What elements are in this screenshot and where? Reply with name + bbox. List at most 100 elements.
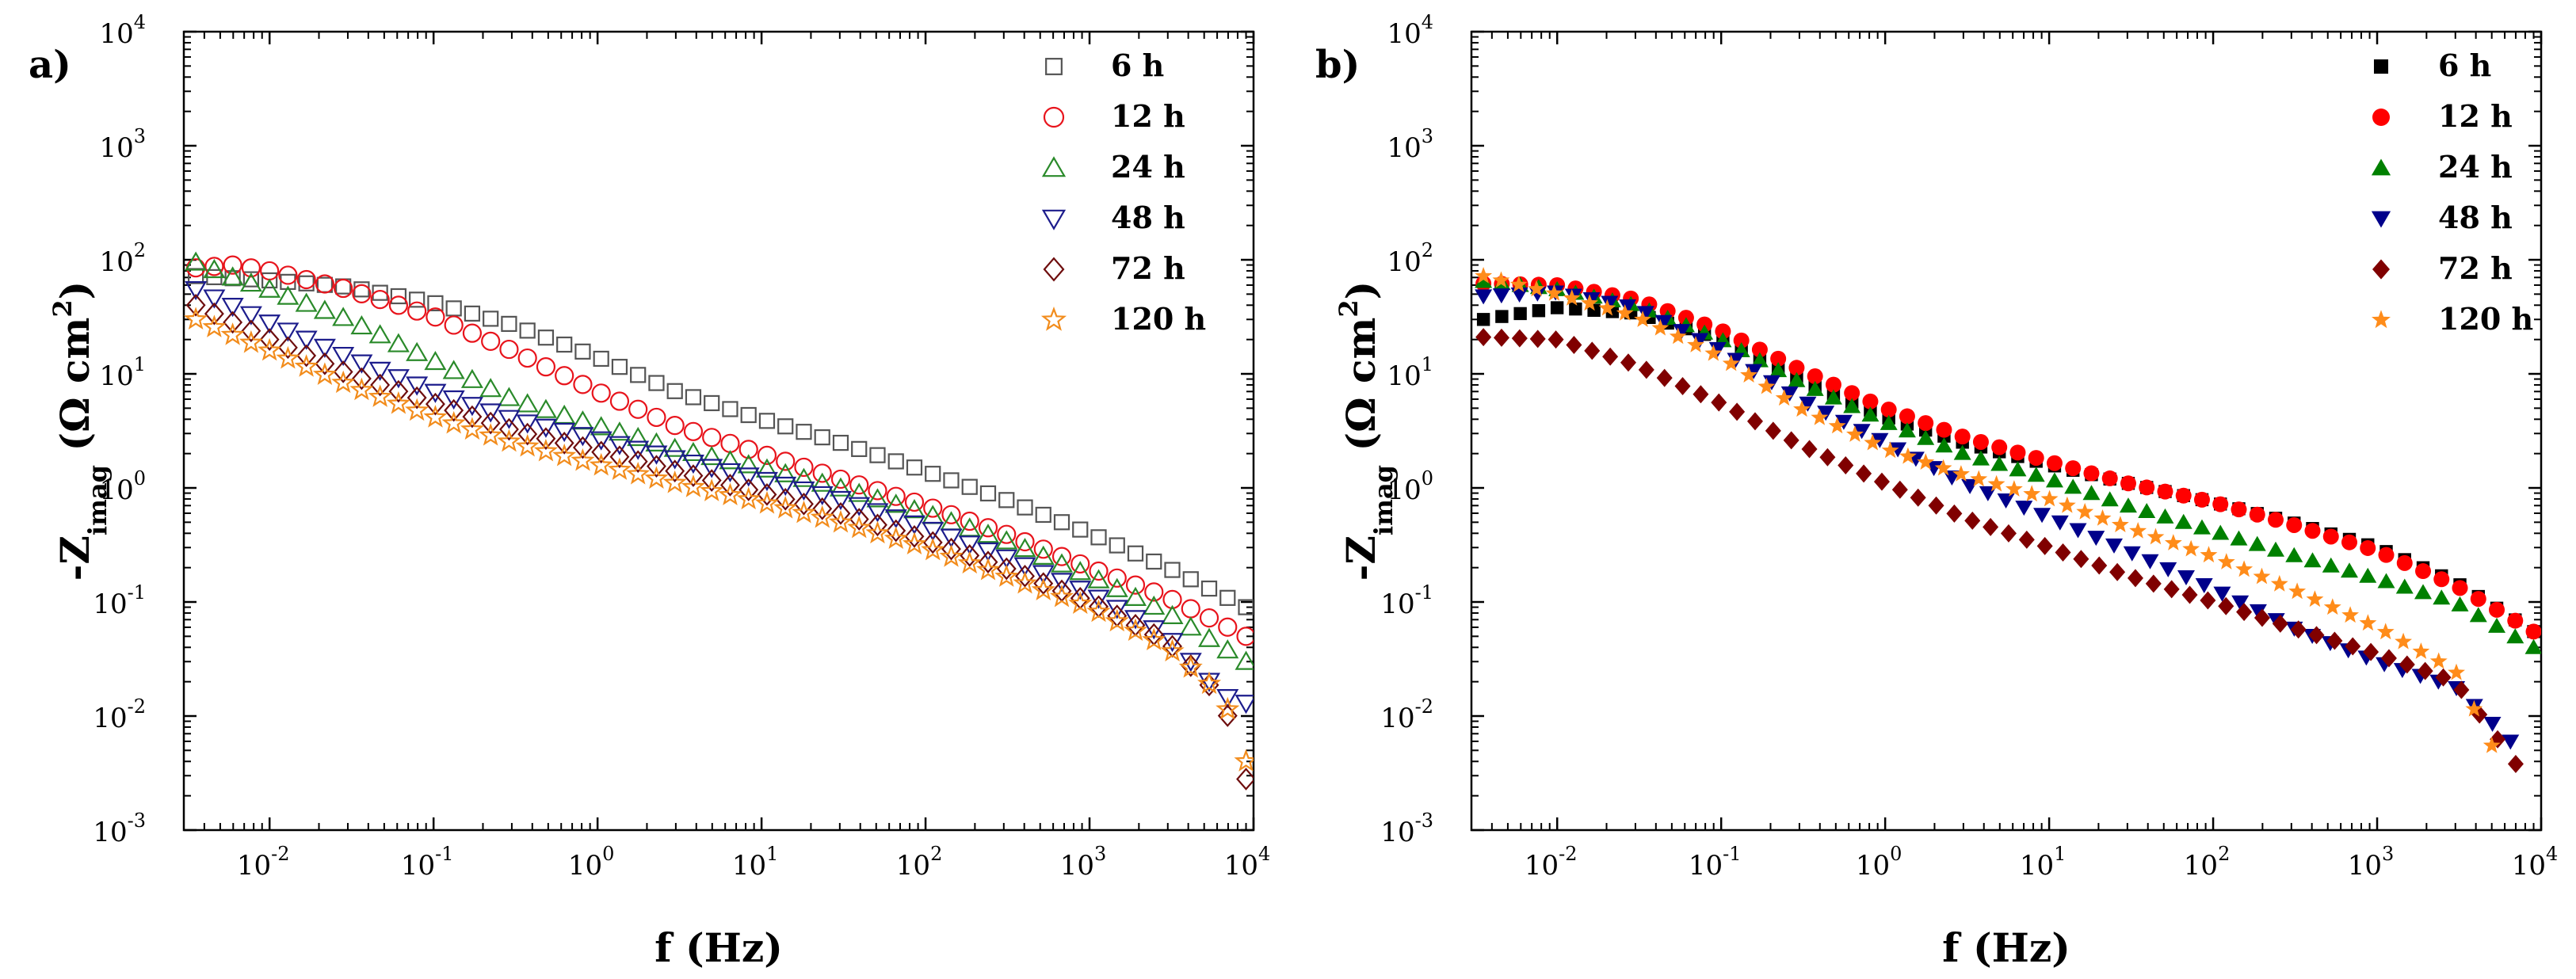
data-point (571, 427, 594, 447)
series-24h (185, 251, 1254, 670)
x-tick-base: 10 (1525, 850, 1559, 882)
data-point (498, 417, 519, 441)
data-point (997, 524, 1017, 544)
data-point (773, 495, 798, 519)
data-point (1899, 447, 1917, 464)
data-point (681, 441, 704, 462)
data-point (868, 481, 887, 501)
data-point (1528, 280, 1545, 297)
data-point (1598, 299, 1616, 316)
data-point (1548, 330, 1564, 349)
data-point (1669, 327, 1687, 345)
data-point (2303, 552, 2322, 568)
data-point (978, 518, 998, 538)
data-point (995, 549, 1018, 569)
data-point (2417, 661, 2433, 680)
data-point (515, 433, 540, 457)
legend-label: 48 h (2438, 200, 2513, 235)
data-point (1970, 470, 1988, 487)
data-point (2341, 606, 2359, 623)
data-point (738, 478, 759, 501)
y-tick-label: 10-2 (1380, 695, 1433, 734)
data-point (2396, 554, 2413, 571)
data-point (1053, 514, 1070, 531)
data-point (758, 413, 776, 429)
data-point (259, 328, 280, 351)
data-point (2193, 491, 2210, 508)
data-point (1811, 408, 1829, 425)
data-point (1807, 368, 1823, 385)
data-point (2363, 642, 2379, 661)
data-point (1545, 284, 1563, 301)
x-tick-exp: 1 (2054, 843, 2066, 865)
data-point (792, 467, 815, 487)
data-point (976, 542, 1000, 562)
data-point (848, 482, 871, 502)
data-point (2323, 598, 2341, 615)
data-point (2507, 755, 2524, 774)
data-point (776, 451, 796, 471)
data-point (2138, 502, 2156, 518)
data-point (1722, 354, 1740, 371)
data-point (1873, 472, 1890, 491)
x-tick-exp: 4 (1258, 843, 1270, 865)
legend-marker (2372, 109, 2390, 126)
data-point (645, 445, 668, 465)
data-point (1144, 582, 1164, 602)
data-point (1529, 330, 1546, 349)
data-point (1510, 287, 1528, 303)
data-point (2109, 562, 2126, 581)
data-point (424, 350, 447, 371)
x-tick-exp: -1 (1723, 843, 1741, 865)
data-point (1693, 385, 1709, 404)
data-point (2433, 589, 2451, 605)
data-point (409, 291, 426, 308)
data-point (1475, 267, 1493, 284)
data-point (1880, 414, 1898, 430)
data-point (501, 315, 517, 333)
data-point (2230, 530, 2248, 546)
data-point (2164, 534, 2182, 550)
data-point (2506, 628, 2524, 644)
data-point (1861, 406, 1880, 422)
data-point (2470, 591, 2486, 608)
y-tick-exp: 3 (134, 125, 146, 147)
data-point (2415, 563, 2432, 580)
y-tick-base: 10 (99, 132, 133, 164)
data-point (648, 375, 665, 391)
y-axis-title-unit-sup: 2 (48, 299, 78, 317)
data-point (1105, 608, 1129, 632)
data-point (1013, 538, 1036, 558)
data-point (2159, 562, 2177, 577)
data-point (2046, 455, 2063, 471)
data-point (479, 378, 502, 398)
data-point (460, 417, 485, 440)
data-point (1086, 599, 1111, 623)
data-point (241, 319, 261, 343)
data-point (1651, 318, 1670, 336)
data-point (387, 369, 410, 389)
data-point (887, 453, 904, 470)
x-tick-exp: -2 (271, 843, 289, 865)
data-point (313, 338, 336, 358)
data-point (925, 466, 941, 482)
data-point (2058, 496, 2076, 513)
data-point (1788, 360, 1805, 376)
data-point (2326, 631, 2343, 650)
data-point (1856, 464, 1872, 483)
panel-b: b)10-2 10-1 100 101 102 103 10410-310-210-1100… (1315, 11, 2558, 971)
data-point (865, 520, 890, 544)
data-point (332, 307, 355, 326)
data-point (757, 445, 777, 465)
y-tick-label: 103 (99, 125, 146, 164)
y-tick-base: 10 (99, 18, 133, 50)
y-axis-title-unit-close: ) (1338, 281, 1384, 300)
data-point (1090, 529, 1107, 546)
data-point (794, 457, 814, 478)
data-point (700, 445, 723, 466)
y-tick-base: 10 (99, 360, 133, 392)
data-point (555, 366, 574, 386)
data-point (423, 405, 448, 428)
y-axis-title-unit: (Ω cm (1338, 318, 1384, 451)
data-point (994, 564, 1019, 587)
